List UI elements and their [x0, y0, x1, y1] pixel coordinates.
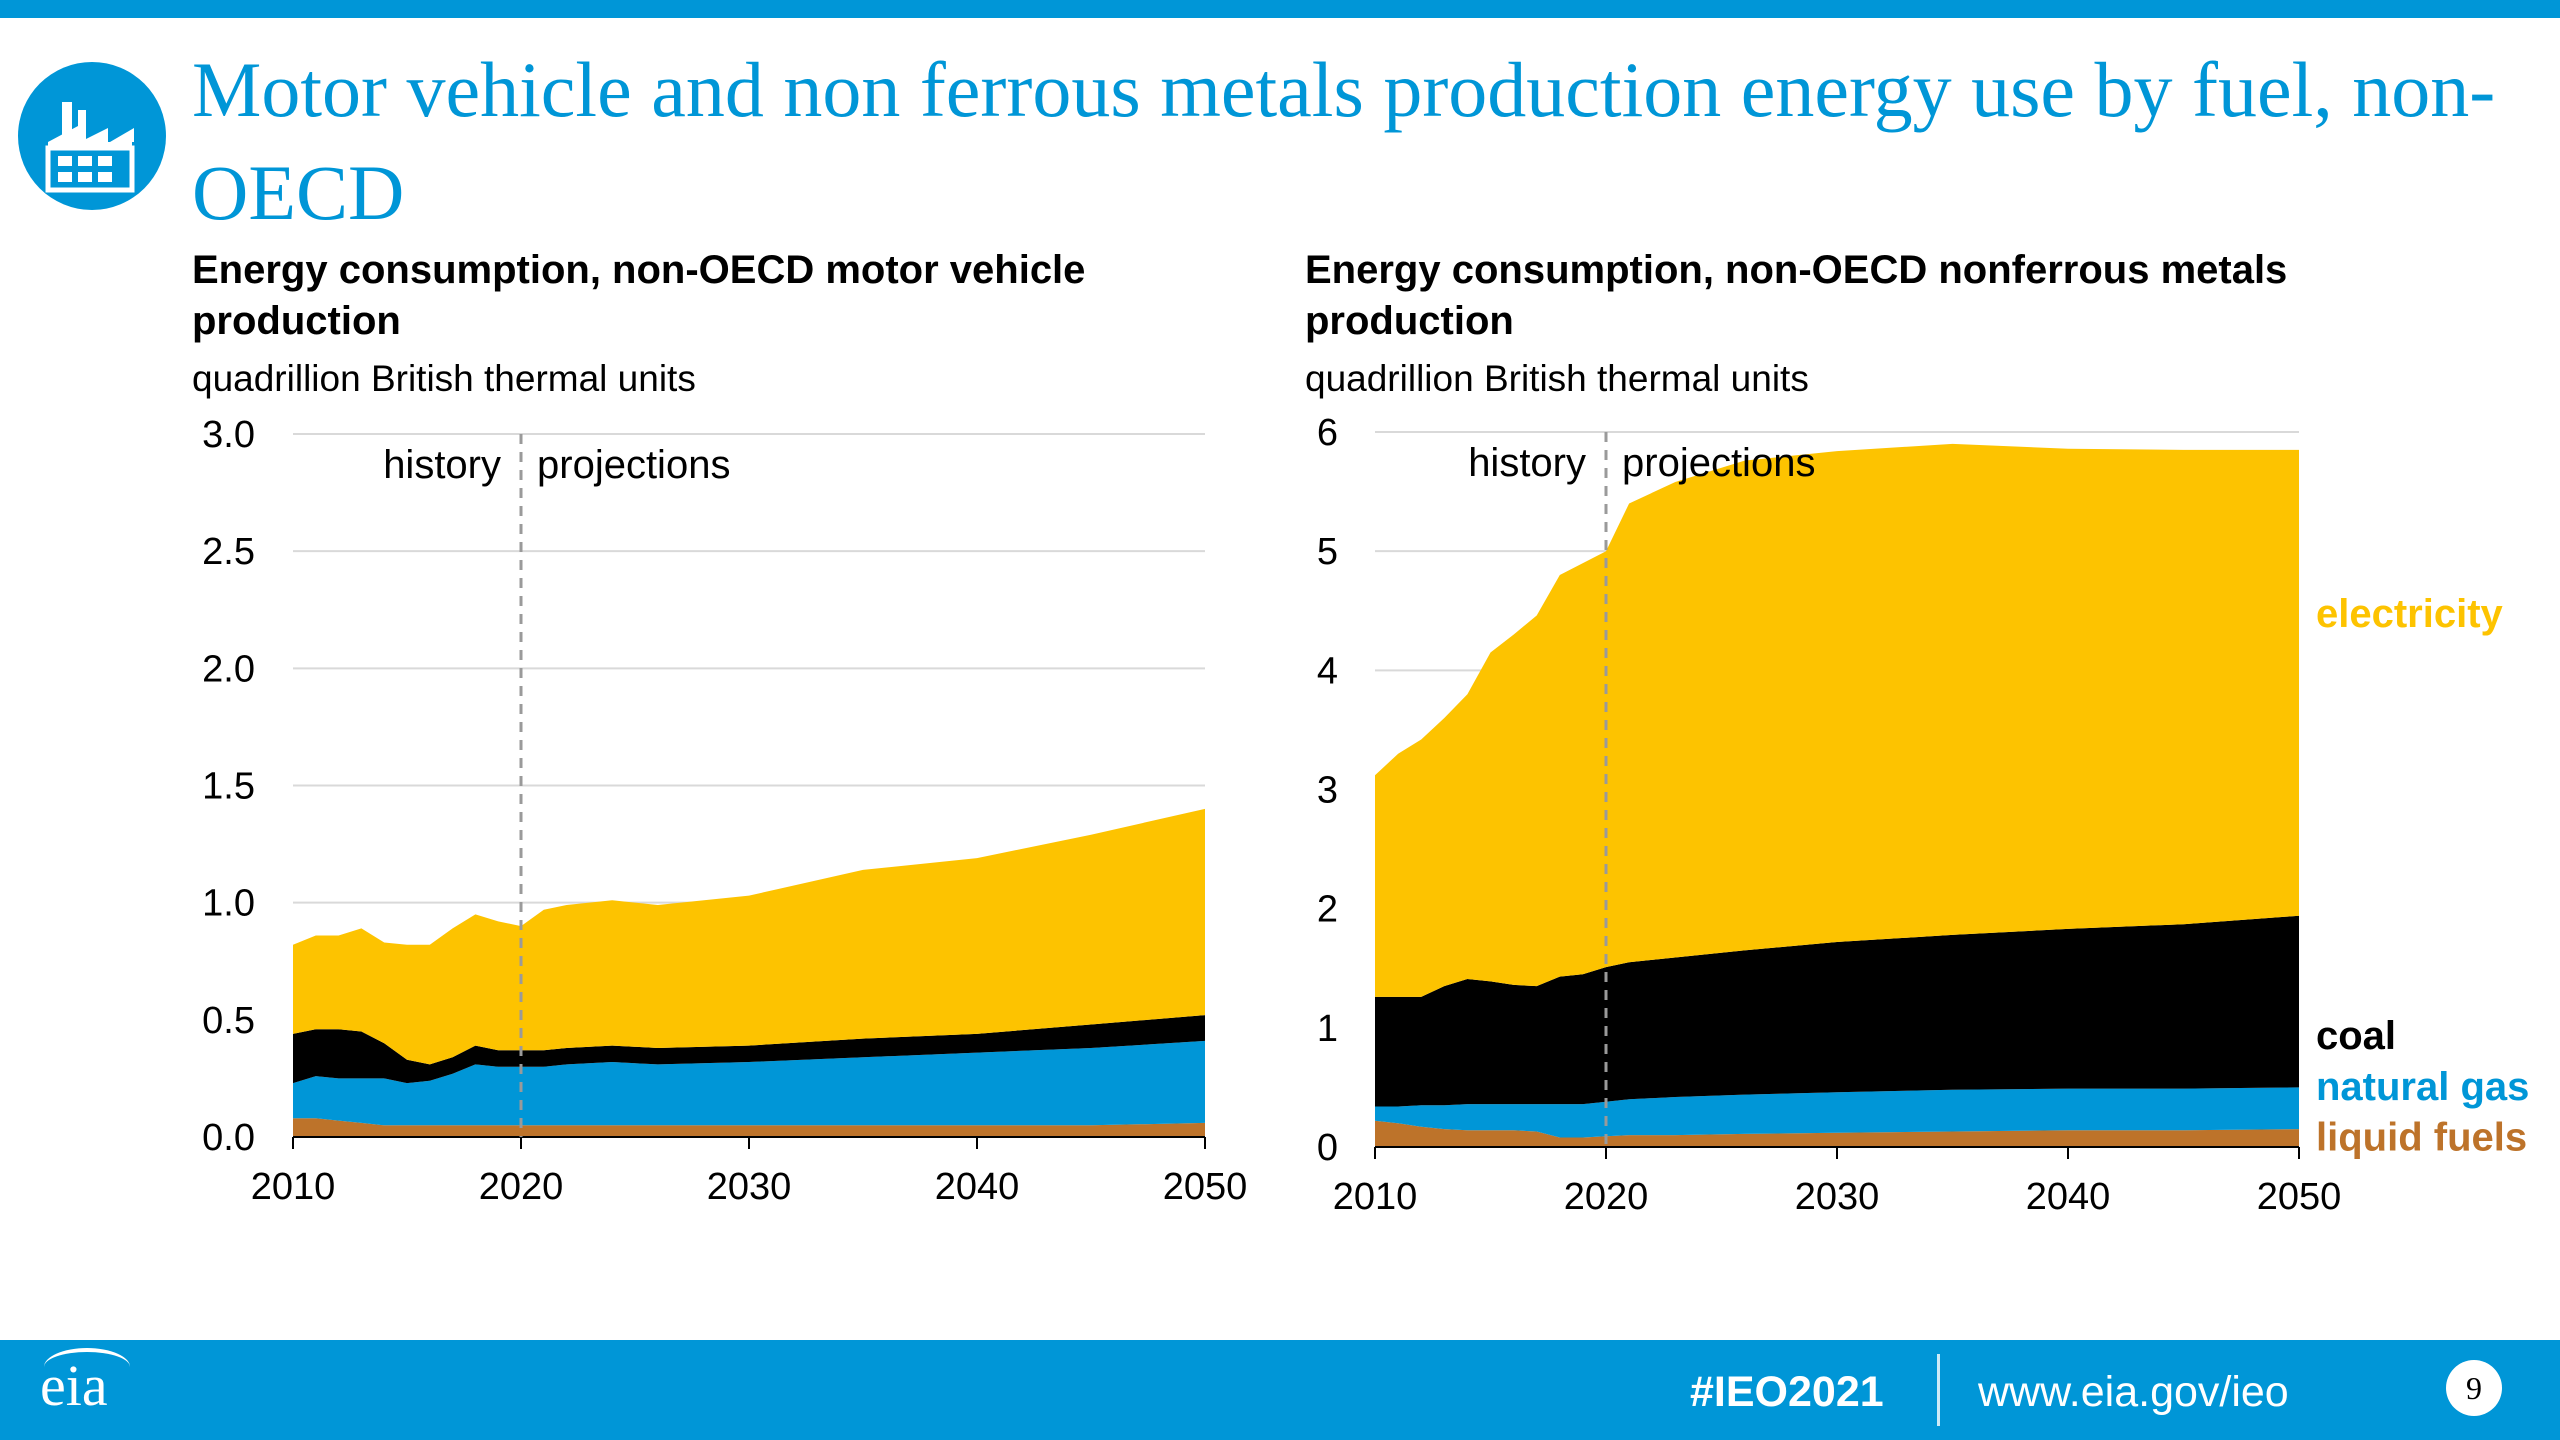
x-tick-label: 2030 — [1795, 1176, 1880, 1218]
projections-label: projections — [1622, 441, 1815, 485]
x-tick-label: 2020 — [479, 1166, 564, 1208]
chart-2-title: Energy consumption, non-OECD nonferrous … — [1305, 248, 2288, 343]
y-tick-label: 6 — [1317, 412, 1338, 454]
x-tick-label: 2040 — [935, 1166, 1020, 1208]
footer-bar: eia #IEO2021 www.eia.gov/ieo 9 — [0, 1340, 2560, 1440]
chart-2-units: quadrillion British thermal units — [1305, 358, 1809, 399]
top-accent-bar — [0, 0, 2560, 18]
legend-natural-gas: natural gas — [2316, 1065, 2529, 1109]
y-tick-label: 0.0 — [202, 1117, 255, 1159]
y-tick-label: 0.5 — [202, 1000, 255, 1042]
x-tick-label: 2010 — [1333, 1176, 1418, 1218]
y-tick-label: 1.5 — [202, 766, 255, 808]
y-tick-label: 5 — [1317, 531, 1338, 573]
page-number: 9 — [2446, 1360, 2502, 1416]
x-tick-label: 2020 — [1564, 1176, 1649, 1218]
area-coal — [1375, 915, 2299, 1107]
eia-logo: eia — [40, 1348, 130, 1419]
legend-liquid-fuels: liquid fuels — [2316, 1115, 2527, 1159]
y-tick-label: 4 — [1317, 650, 1338, 692]
area-liquid-fuels — [293, 1118, 1205, 1137]
factory-icon — [18, 62, 166, 210]
footer-url-link[interactable]: www.eia.gov/ieo — [1978, 1368, 2289, 1416]
y-tick-label: 2 — [1317, 889, 1338, 931]
area-electricity — [1375, 443, 2299, 997]
history-label: history — [383, 443, 501, 487]
x-tick-label: 2040 — [2026, 1176, 2111, 1218]
chart-1-units: quadrillion British thermal units — [192, 358, 696, 399]
x-tick-label: 2030 — [707, 1166, 792, 1208]
legend-electricity: electricity — [2316, 592, 2504, 636]
y-tick-label: 3.0 — [202, 414, 255, 456]
projections-label: projections — [537, 443, 730, 487]
y-tick-label: 2.0 — [202, 648, 255, 690]
y-tick-label: 3 — [1317, 770, 1338, 812]
history-label: history — [1468, 441, 1586, 485]
x-tick-label: 2010 — [251, 1166, 336, 1208]
area-electricity — [293, 808, 1205, 1065]
y-tick-label: 1 — [1317, 1008, 1338, 1050]
chart-1-title: Energy consumption, non-OECD motor vehic… — [192, 248, 1086, 343]
legend-coal: coal — [2316, 1014, 2396, 1058]
y-tick-label: 2.5 — [202, 531, 255, 573]
x-tick-label: 2050 — [2257, 1176, 2342, 1218]
footer-divider — [1937, 1354, 1940, 1426]
y-tick-label: 0 — [1317, 1127, 1338, 1169]
y-tick-label: 1.0 — [202, 883, 255, 925]
footer-hashtag: #IEO2021 — [1690, 1368, 1884, 1416]
x-tick-label: 2050 — [1163, 1166, 1248, 1208]
slide-title: Motor vehicle and non ferrous metals pro… — [192, 46, 2496, 236]
